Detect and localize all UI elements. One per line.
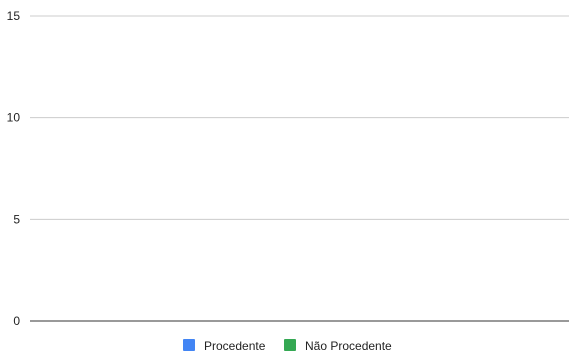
legend-label-n-o-procedente: Não Procedente <box>305 339 392 351</box>
y-tick-label-10: 10 <box>7 111 21 125</box>
legend: Procedente Não Procedente <box>183 339 392 351</box>
y-tick-label-0: 0 <box>13 314 20 328</box>
gridlines <box>30 15 569 322</box>
legend-swatch-n-o-procedente <box>284 339 296 351</box>
legend-label-procedente: Procedente <box>204 339 266 351</box>
y-tick-label-5: 5 <box>13 212 20 226</box>
y-axis-ticks: 0 5 10 15 <box>7 9 21 328</box>
legend-swatch-procedente <box>183 339 195 351</box>
y-tick-label-15: 15 <box>7 9 21 23</box>
